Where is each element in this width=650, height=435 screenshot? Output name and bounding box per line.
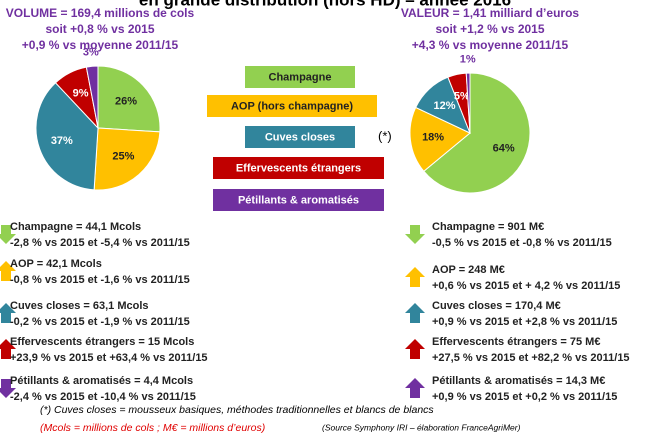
legend-note: (*)	[378, 128, 392, 143]
pie-title: +0,9 % vs moyenne 2011/15	[22, 38, 179, 52]
detail-line: +0,9 % vs 2015 et +0,2 % vs 2011/15	[432, 391, 617, 403]
legend-label: Effervescents étrangers	[236, 162, 361, 174]
detail-line: Cuves closes = 170,4 M€	[432, 300, 561, 312]
detail-line: +0,9 % vs 2015 et +2,8 % vs 2011/15	[432, 316, 617, 328]
trend-arrow	[405, 267, 425, 287]
slice-label: 64%	[493, 143, 515, 155]
footnote: (*) Cuves closes = mousseux basiques, mé…	[40, 404, 434, 416]
pie-title: soit +0,8 % vs 2015	[45, 22, 154, 36]
slice-label: 26%	[115, 96, 137, 108]
source: (Source Symphony IRI – élaboration Franc…	[322, 422, 521, 432]
detail-line: -0,2 % vs 2015 et -1,9 % vs 2011/15	[10, 316, 190, 328]
legend-swatch	[245, 66, 355, 88]
legend-label: Pétillants & aromatisés	[238, 194, 359, 206]
detail-line: Champagne = 44,1 Mcols	[10, 221, 141, 233]
pie-slice	[423, 72, 531, 194]
trend-arrow	[0, 225, 16, 244]
page-title: en grande distribution (hors HD) – année…	[139, 0, 511, 9]
detail-line: Cuves closes = 63,1 Mcols	[10, 300, 149, 312]
trend-arrow	[405, 339, 425, 359]
slice-label: 1%	[460, 54, 476, 66]
trend-arrow	[0, 303, 16, 323]
detail-line: Pétillants & aromatisés = 4,4 Mcols	[10, 375, 193, 387]
detail-line: -2,4 % vs 2015 et -10,4 % vs 2011/15	[10, 391, 196, 403]
detail-line: +27,5 % vs 2015 et +82,2 % vs 2011/15	[432, 352, 630, 364]
detail-line: Pétillants & aromatisés = 14,3 M€	[432, 375, 605, 387]
slice-label: 3%	[83, 47, 99, 59]
trend-arrow	[0, 339, 16, 359]
legend-label: AOP (hors champagne)	[231, 100, 353, 112]
detail-line: -0,5 % vs 2015 et -0,8 % vs 2011/15	[432, 237, 612, 249]
pie-title: VALEUR = 1,41 milliard d’euros	[401, 6, 579, 20]
slice-label: 5%	[454, 91, 470, 103]
detail-line: Effervescents étrangers = 15 Mcols	[10, 336, 194, 348]
slice-label: 18%	[422, 132, 444, 144]
pie-slice	[85, 65, 99, 129]
pie-slice	[93, 127, 161, 191]
legend-swatch	[245, 126, 355, 148]
legend-swatch	[213, 157, 384, 179]
trend-arrow	[405, 303, 425, 323]
detail-line: Effervescents étrangers = 75 M€	[432, 336, 600, 348]
pie-title: soit +1,2 % vs 2015	[435, 22, 544, 36]
legend-label: Cuves closes	[265, 131, 335, 143]
units-note: (Mcols = millions de cols ; M€ = million…	[40, 422, 265, 434]
pie-slice	[465, 72, 471, 134]
pie-title: +4,3 % vs moyenne 2011/15	[412, 38, 569, 52]
slice-label: 37%	[51, 135, 73, 147]
trend-arrow	[0, 379, 16, 398]
pie-slice	[409, 106, 471, 172]
detail-line: -2,8 % vs 2015 et -5,4 % vs 2011/15	[10, 237, 190, 249]
detail-line: +0,6 % vs 2015 et + 4,2 % vs 2011/15	[432, 280, 620, 292]
trend-arrow	[405, 378, 425, 398]
pie-slice	[35, 82, 99, 191]
pie-slice	[97, 65, 161, 133]
slice-label: 12%	[434, 100, 456, 112]
detail-line: +23,9 % vs 2015 et +63,4 % vs 2011/15	[10, 352, 208, 364]
legend-swatch	[213, 189, 384, 211]
legend-swatch	[207, 95, 377, 117]
detail-line: AOP = 42,1 Mcols	[10, 258, 102, 270]
detail-line: Champagne = 901 M€	[432, 221, 544, 233]
slice-label: 9%	[73, 88, 89, 100]
trend-arrow	[0, 261, 16, 281]
legend-label: Champagne	[269, 71, 332, 83]
slice-label: 25%	[112, 151, 134, 163]
pie-title: VOLUME = 169,4 millions de cols	[6, 6, 195, 20]
detail-line: -0,8 % vs 2015 et -1,6 % vs 2011/15	[10, 274, 190, 286]
trend-arrow	[405, 225, 425, 244]
detail-line: AOP = 248 M€	[432, 264, 505, 276]
